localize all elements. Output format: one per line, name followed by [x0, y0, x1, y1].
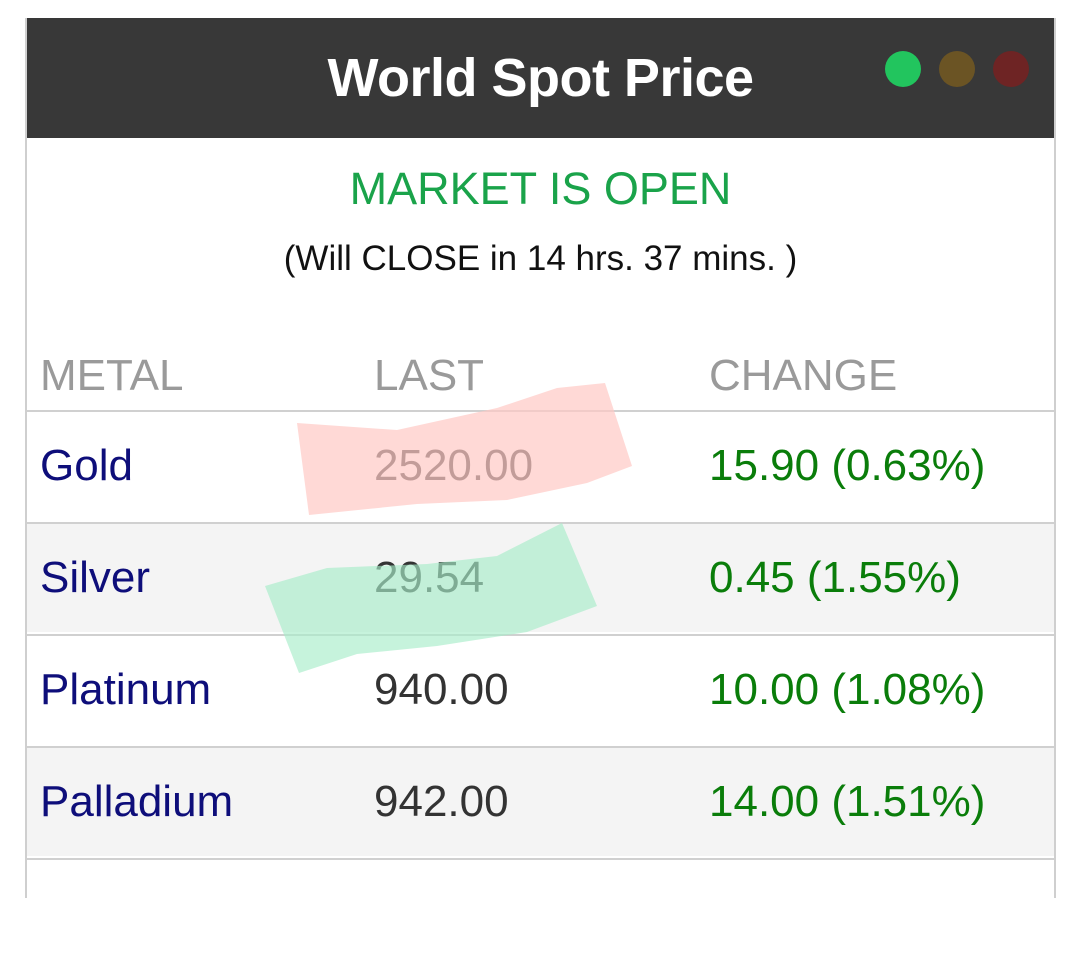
metal-name[interactable]: Gold	[40, 441, 133, 490]
market-status: MARKET IS OPEN	[349, 163, 732, 214]
price-change: 0.45 (1.55%)	[709, 553, 961, 602]
widget-header: World Spot Price	[27, 18, 1054, 138]
last-price: 2520.00	[374, 441, 534, 490]
metal-name[interactable]: Silver	[40, 553, 151, 602]
table-row-platinum[interactable]: Platinum 940.00 10.00 (1.08%)	[27, 634, 1054, 744]
price-change: 10.00 (1.08%)	[709, 665, 986, 714]
status-dot-green	[885, 51, 921, 87]
table-row-empty	[27, 858, 1054, 968]
column-header-last: LAST	[374, 351, 485, 400]
metal-name[interactable]: Platinum	[40, 665, 212, 714]
column-header-metal: METAL	[40, 351, 184, 400]
status-dot-red	[993, 51, 1029, 87]
last-price: 942.00	[374, 777, 509, 826]
spot-price-widget: World Spot Price MARKET IS OPEN (Will CL…	[25, 18, 1056, 898]
widget-title: World Spot Price	[327, 48, 754, 108]
column-header-change: CHANGE	[709, 351, 898, 400]
last-price: 940.00	[374, 665, 509, 714]
price-change: 14.00 (1.51%)	[709, 777, 986, 826]
price-change: 15.90 (0.63%)	[709, 441, 986, 490]
metal-name[interactable]: Palladium	[40, 777, 234, 826]
table-row-palladium[interactable]: Palladium 942.00 14.00 (1.51%)	[27, 746, 1054, 856]
status-dot-amber	[939, 51, 975, 87]
table-row-gold[interactable]: Gold 2520.00 15.90 (0.63%)	[27, 410, 1054, 520]
table-row-silver[interactable]: Silver 29.54 0.45 (1.55%)	[27, 522, 1054, 632]
market-countdown: (Will CLOSE in 14 hrs. 37 mins. )	[283, 239, 798, 278]
last-price: 29.54	[374, 553, 485, 602]
